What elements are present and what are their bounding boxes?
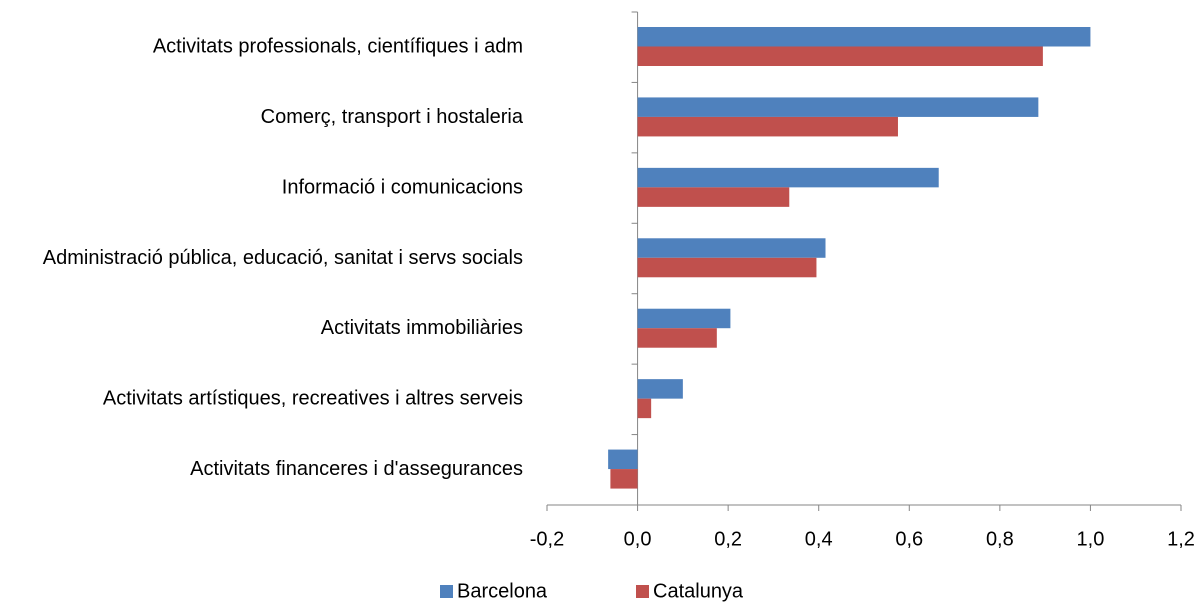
y-tick-label: Activitats artístiques, recreatives i al… bbox=[103, 388, 523, 410]
y-tick-label: Activitats professionals, científiques i… bbox=[153, 35, 523, 57]
x-tick-label: 0,2 bbox=[714, 528, 742, 550]
y-tick-label: Administració pública, educació, sanitat… bbox=[43, 247, 523, 269]
bar bbox=[637, 46, 1043, 66]
x-tick-label: 0,4 bbox=[805, 528, 833, 550]
x-tick-label: 0,8 bbox=[986, 528, 1014, 550]
bar bbox=[637, 398, 652, 419]
bar bbox=[637, 328, 717, 348]
x-tick-label: 1,2 bbox=[1167, 528, 1195, 550]
bar bbox=[637, 238, 826, 258]
legend-label: Catalunya bbox=[653, 580, 744, 602]
bar bbox=[637, 97, 1039, 117]
bar bbox=[637, 257, 817, 278]
bar bbox=[637, 27, 1091, 47]
y-tick-label: Activitats financeres i d'assegurances bbox=[190, 458, 523, 480]
bar bbox=[637, 308, 731, 329]
legend-label: Barcelona bbox=[457, 580, 548, 602]
y-tick-label: Comerç, transport i hostaleria bbox=[261, 106, 524, 128]
bar bbox=[637, 116, 898, 137]
bar bbox=[637, 167, 939, 188]
y-tick-label: Informació i comunicacions bbox=[282, 176, 523, 198]
bar bbox=[608, 449, 638, 470]
bar bbox=[637, 379, 683, 399]
x-tick-label: 0,0 bbox=[624, 528, 652, 550]
legend-swatch bbox=[636, 585, 649, 598]
x-tick-label: 0,6 bbox=[895, 528, 923, 550]
y-tick-label: Activitats immobiliàries bbox=[321, 317, 523, 339]
x-tick-label: 1,0 bbox=[1077, 528, 1105, 550]
bar bbox=[610, 469, 638, 489]
bar bbox=[637, 187, 790, 207]
x-tick-label: -0,2 bbox=[530, 528, 564, 550]
legend-swatch bbox=[440, 585, 453, 598]
